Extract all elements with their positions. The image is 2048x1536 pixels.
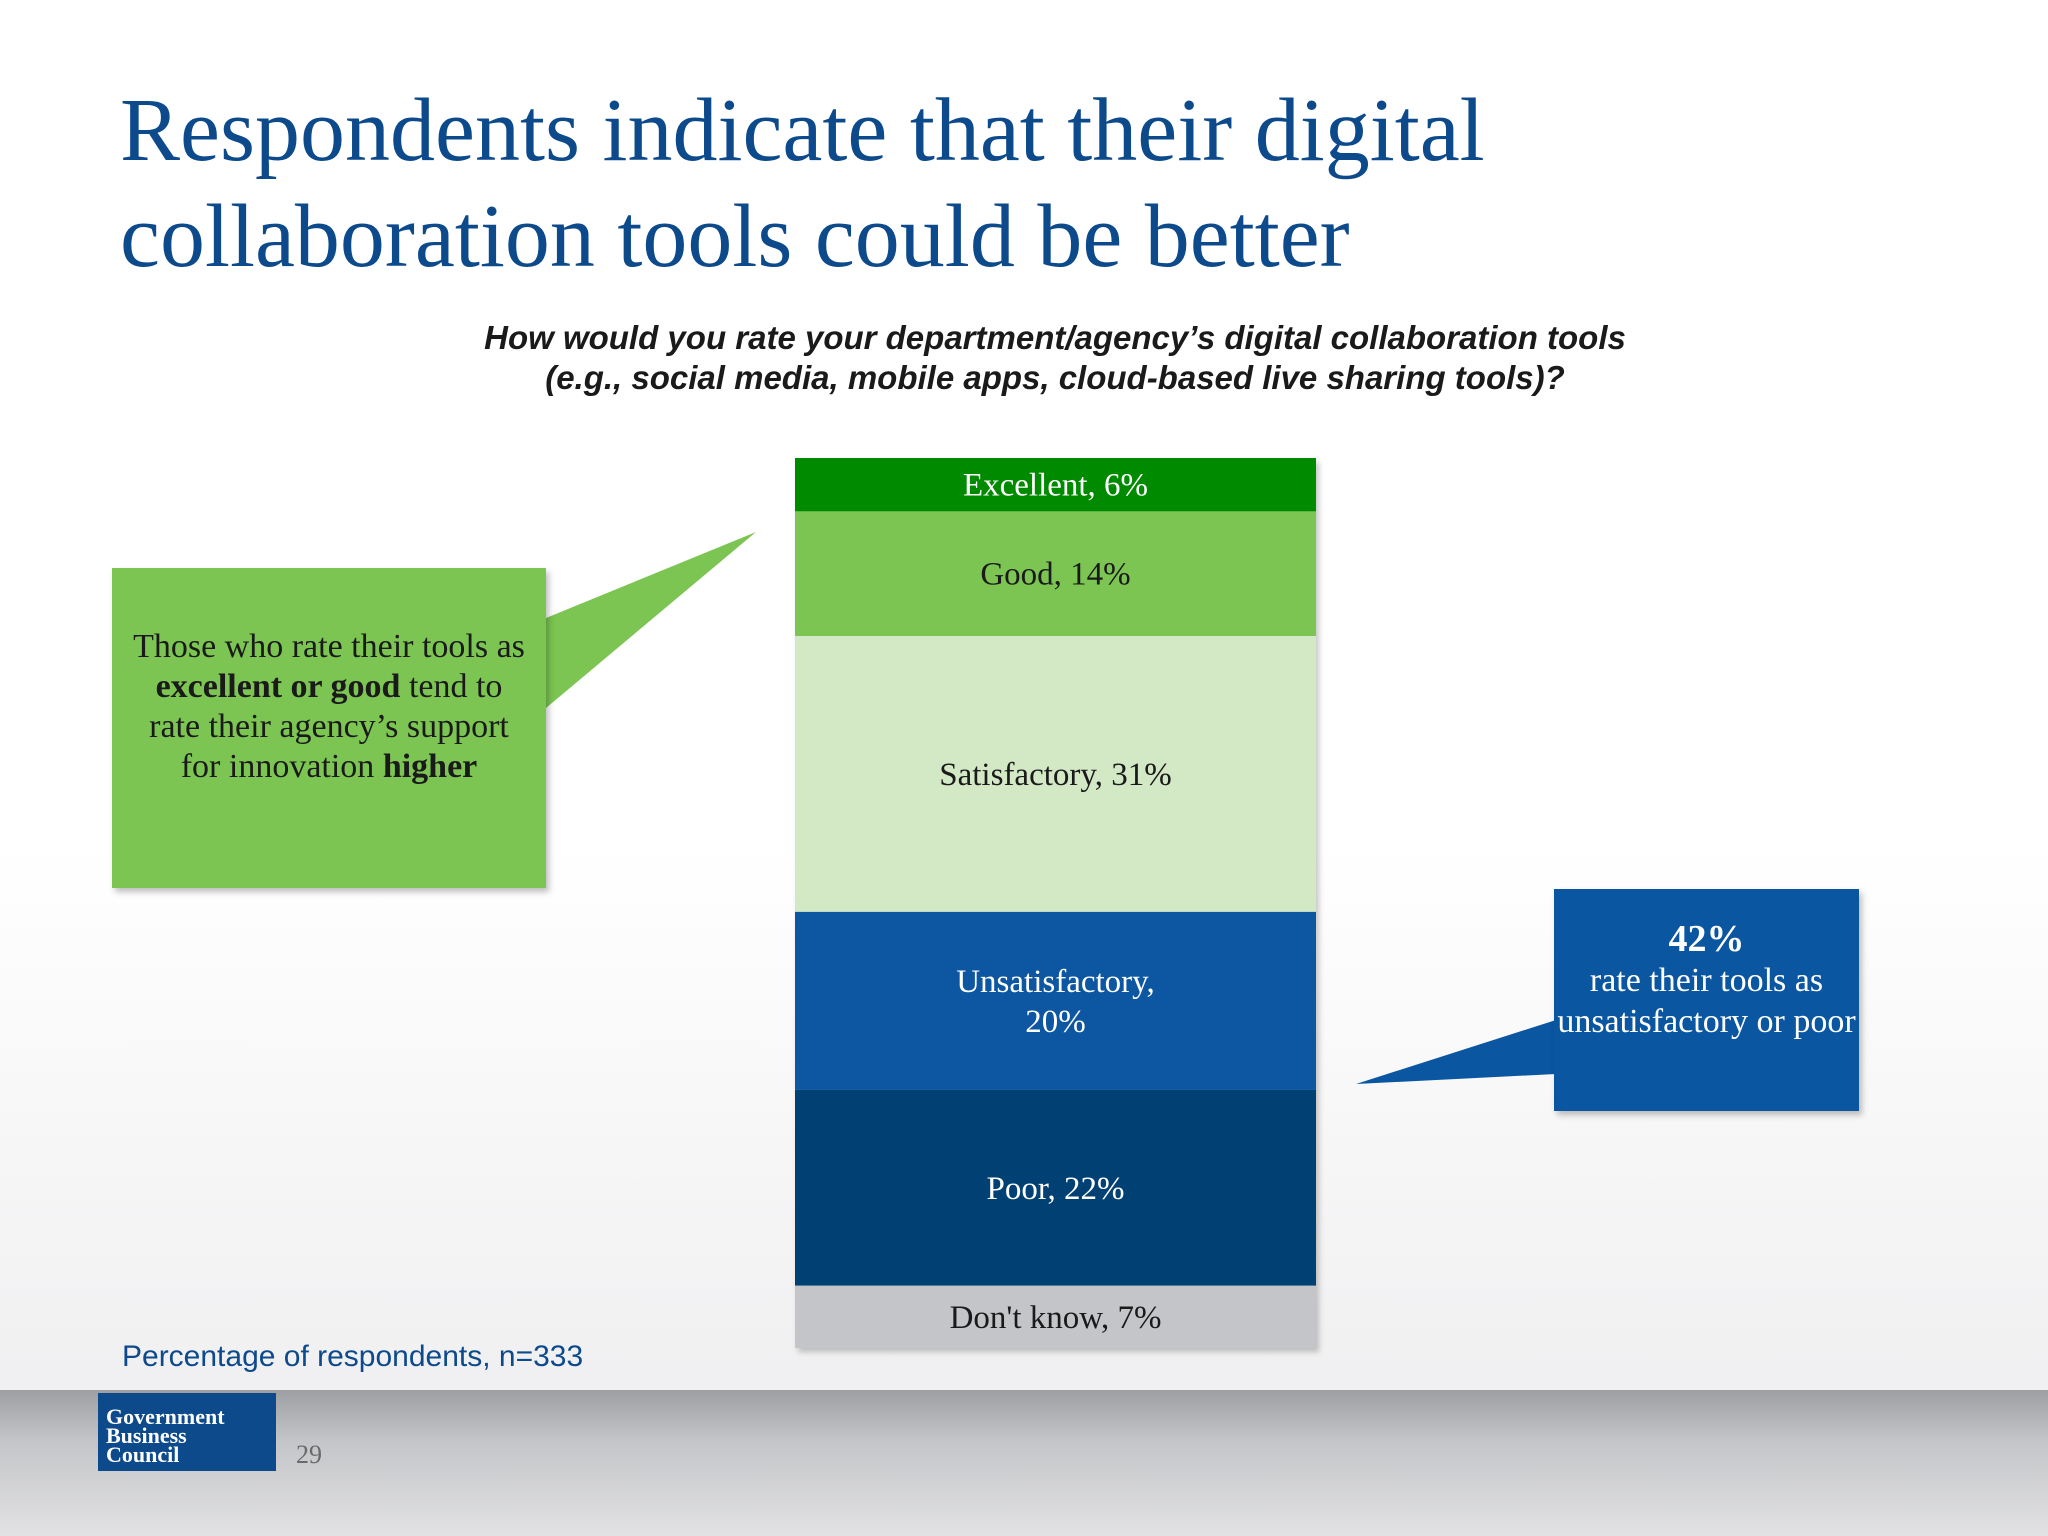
callout-bold-excellent-good: excellent or good — [155, 668, 401, 705]
bar-segment-satisfactory — [795, 636, 1316, 912]
footer-band — [0, 1390, 2048, 1536]
bar-segment-don-t-know — [795, 1285, 1316, 1348]
survey-question-line-1: How would you rate your department/agenc… — [484, 319, 1626, 356]
callout-description: rate their tools as unsatisfactory or po… — [1557, 962, 1856, 1040]
unsatisfactory-poor-callout: 42% rate their tools as unsatisfactory o… — [1554, 889, 1859, 1111]
excellent-good-callout-text: Those who rate their tools as excellent … — [133, 628, 525, 785]
slide-title: Respondents indicate that their digital … — [120, 78, 1870, 290]
callout-left-pointer — [546, 532, 756, 708]
government-business-council-logo: Government Business Council — [98, 1393, 276, 1471]
bar-segment-good — [795, 511, 1316, 636]
excellent-good-callout: Those who rate their tools as excellent … — [112, 568, 546, 888]
segment-label-poor: Poor, 22% — [986, 1171, 1124, 1207]
bar-segment-poor — [795, 1089, 1316, 1286]
segment-label-unsatisfactory: Unsatisfactory, 20% — [956, 964, 1155, 1040]
slide-title-line-1: Respondents indicate that their digital — [120, 81, 1485, 180]
segment-label-good: Good, 14% — [980, 557, 1130, 593]
segment-label-don-t-know: Don't know, 7% — [950, 1300, 1162, 1336]
bar-segment-unsatisfactory — [795, 911, 1316, 1090]
callout-right-pointer — [1356, 1020, 1556, 1084]
slide-title-line-2: collaboration tools could be better — [120, 187, 1350, 286]
stacked-bar — [795, 458, 1316, 1348]
callout-percentage: 42% — [1668, 918, 1745, 960]
survey-question: How would you rate your department/agenc… — [360, 318, 1750, 398]
segment-label-excellent: Excellent, 6% — [963, 468, 1148, 504]
survey-question-line-2: (e.g., social media, mobile apps, cloud-… — [545, 359, 1565, 396]
bar-segment-excellent — [795, 458, 1316, 512]
segment-labels: Excellent, 6% Good, 14% Satisfactory, 31% U… — [939, 468, 1171, 1336]
callout-bold-higher: higher — [382, 748, 478, 785]
sample-note: Percentage of respondents, n=333 — [122, 1340, 584, 1373]
segment-label-satisfactory: Satisfactory, 31% — [939, 757, 1171, 793]
page-number: 29 — [296, 1440, 322, 1469]
